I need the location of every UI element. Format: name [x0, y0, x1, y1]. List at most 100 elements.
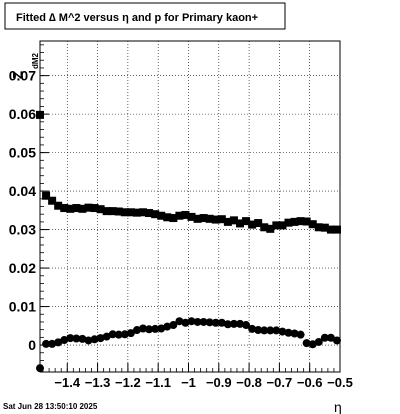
- circle-marker: [157, 324, 166, 333]
- square-marker: [72, 204, 81, 213]
- circle-marker: [193, 317, 202, 326]
- circle-marker: [254, 326, 263, 335]
- circle-marker: [205, 318, 214, 327]
- square-marker: [145, 209, 154, 218]
- square-marker: [139, 208, 148, 217]
- square-marker: [169, 214, 178, 223]
- circle-marker: [236, 319, 244, 328]
- square-marker: [175, 211, 184, 220]
- square-marker: [242, 217, 251, 226]
- square-marker: [90, 204, 99, 213]
- square-marker: [248, 220, 257, 229]
- circle-marker: [266, 326, 275, 335]
- square-marker: [332, 225, 341, 234]
- circle-marker: [54, 338, 63, 347]
- circle-marker: [120, 330, 129, 339]
- square-marker: [229, 216, 238, 225]
- circle-marker: [211, 318, 220, 327]
- x-tick-label: −0.6: [297, 375, 323, 390]
- circle-marker: [163, 322, 172, 331]
- square-marker: [48, 196, 57, 205]
- circle-marker: [90, 335, 99, 344]
- circle-marker: [66, 334, 75, 343]
- square-marker: [254, 219, 263, 228]
- square-marker: [326, 225, 335, 234]
- square-marker: [163, 213, 172, 222]
- y-tick-label: 0.07: [9, 68, 36, 84]
- square-marker: [320, 223, 329, 232]
- x-tick-label: −1.1: [145, 375, 171, 390]
- square-marker: [96, 205, 105, 214]
- data-markers: [36, 110, 341, 373]
- circle-marker: [314, 337, 323, 346]
- circle-marker: [48, 339, 57, 348]
- circle-marker: [151, 324, 160, 333]
- x-tick-label: −1.2: [115, 375, 141, 390]
- circle-marker: [72, 334, 81, 343]
- circle-marker: [187, 317, 196, 326]
- y-tick-label: 0.02: [9, 260, 36, 276]
- square-marker: [54, 201, 63, 210]
- circle-marker: [242, 321, 251, 330]
- x-axis-label: η: [334, 399, 342, 414]
- x-tick-label: −0.9: [206, 375, 232, 390]
- square-marker: [260, 223, 269, 232]
- plot-frame: [39, 40, 341, 373]
- square-marker: [211, 215, 220, 224]
- y-axis-label-sub: dM2: [31, 52, 40, 69]
- circle-marker: [290, 329, 299, 338]
- circle-marker: [169, 321, 178, 330]
- y-tick-label: 0.01: [9, 299, 36, 315]
- square-marker: [132, 208, 141, 217]
- square-marker: [302, 217, 311, 226]
- square-marker: [278, 221, 287, 230]
- chart-title: Fitted ∆ M^2 versus η and p for Primary …: [16, 12, 258, 24]
- square-marker: [217, 215, 226, 224]
- circle-marker: [60, 336, 69, 345]
- y-tick-label: 0.06: [9, 106, 36, 122]
- y-tick-label: 0: [28, 337, 36, 353]
- circle-marker: [284, 328, 293, 337]
- square-marker: [120, 208, 129, 217]
- square-marker: [157, 211, 166, 220]
- circle-marker: [326, 333, 335, 342]
- circle-marker: [223, 320, 232, 329]
- circle-marker: [332, 336, 341, 345]
- square-marker: [199, 214, 208, 223]
- y-tick-label: 0.03: [9, 222, 36, 238]
- square-marker: [42, 191, 51, 200]
- circle-marker: [114, 330, 123, 339]
- circle-marker: [181, 318, 190, 327]
- square-marker: [84, 203, 93, 212]
- axes: −1.4 −1.3 −1.2 −1.1 −1 −0.9 −0.8 −0.7 −0.6 −0.5 0 0…: [9, 44, 353, 390]
- circle-marker: [139, 324, 148, 333]
- square-marker: [102, 207, 111, 216]
- square-marker: [308, 220, 317, 229]
- circle-marker: [302, 339, 311, 348]
- circle-marker: [199, 317, 208, 326]
- y-tick-label: 0.05: [9, 145, 36, 161]
- circle-marker: [278, 327, 287, 336]
- title-box: [4, 2, 286, 30]
- circle-marker: [96, 334, 105, 343]
- circle-marker: [229, 319, 238, 328]
- y-axis-label: Z dM2: [10, 52, 40, 79]
- square-marker: [272, 221, 281, 230]
- y-axis-label-main: Z: [10, 71, 25, 79]
- x-tick-label: −0.7: [267, 375, 293, 390]
- square-marker: [223, 217, 232, 226]
- square-marker: [151, 210, 160, 219]
- square-marker: [205, 214, 214, 223]
- x-tick-label: −1: [181, 375, 196, 390]
- square-marker: [296, 217, 305, 226]
- circle-marker: [248, 324, 257, 333]
- square-marker: [60, 204, 69, 213]
- square-marker: [66, 204, 75, 213]
- square-marker: [114, 207, 123, 216]
- circle-marker: [132, 326, 141, 335]
- circle-marker: [84, 336, 93, 345]
- circle-marker: [217, 318, 226, 327]
- square-marker: [78, 204, 87, 213]
- square-marker: [193, 214, 202, 223]
